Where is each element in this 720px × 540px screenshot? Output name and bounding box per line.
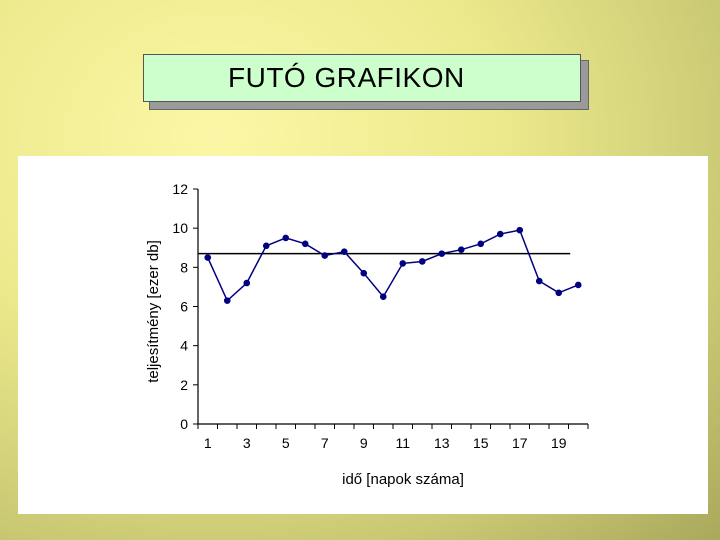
data-point [574,281,582,289]
data-point [301,240,309,248]
y-tick-label: 4 [180,338,188,354]
y-tick-label: 0 [180,416,188,432]
data-point [340,248,348,255]
x-tick-label: 7 [321,435,329,451]
data-point [243,279,251,287]
data-point [496,230,504,238]
x-tick-label: 5 [282,435,290,451]
x-tick-label: 19 [551,435,567,451]
x-tick-label: 9 [360,435,368,451]
x-tick-label: 15 [473,435,489,451]
data-point [282,234,290,242]
data-point [321,252,329,259]
data-point [438,250,446,257]
y-tick-label: 12 [172,181,188,197]
x-tick-label: 3 [243,435,251,451]
title-box: FUTÓ GRAFIKON [143,54,581,102]
slide-title: FUTÓ GRAFIKON [228,62,465,93]
data-point [457,246,465,254]
y-tick-label: 10 [172,220,188,236]
data-point [379,293,387,301]
chart-panel: 0 2 4 6 8 10 12 1 3 5 7 9 11 13 15 17 19 idő [napok szám… [18,156,708,514]
chart-axes [197,189,588,425]
data-point [516,226,524,234]
x-tick-label: 11 [395,435,410,451]
y-axis-label: teljesítmény [ezer db] [145,240,162,383]
data-point [535,277,543,285]
data-point [555,289,563,297]
series-line [207,229,579,302]
data-point [223,297,231,304]
y-tick-label: 8 [180,259,188,275]
data-point [360,269,368,277]
x-axis-label: idő [napok száma] [342,471,464,488]
data-point [477,240,485,248]
data-point [262,242,270,250]
y-tick-label: 6 [180,299,188,315]
x-tick-label: 13 [434,435,450,451]
data-point [204,254,212,261]
x-tick-label: 17 [512,435,528,451]
data-point [418,258,426,265]
data-point [399,260,407,267]
data-points [204,226,582,304]
y-tick-label: 2 [180,377,188,393]
x-tick-label: 1 [204,435,212,451]
